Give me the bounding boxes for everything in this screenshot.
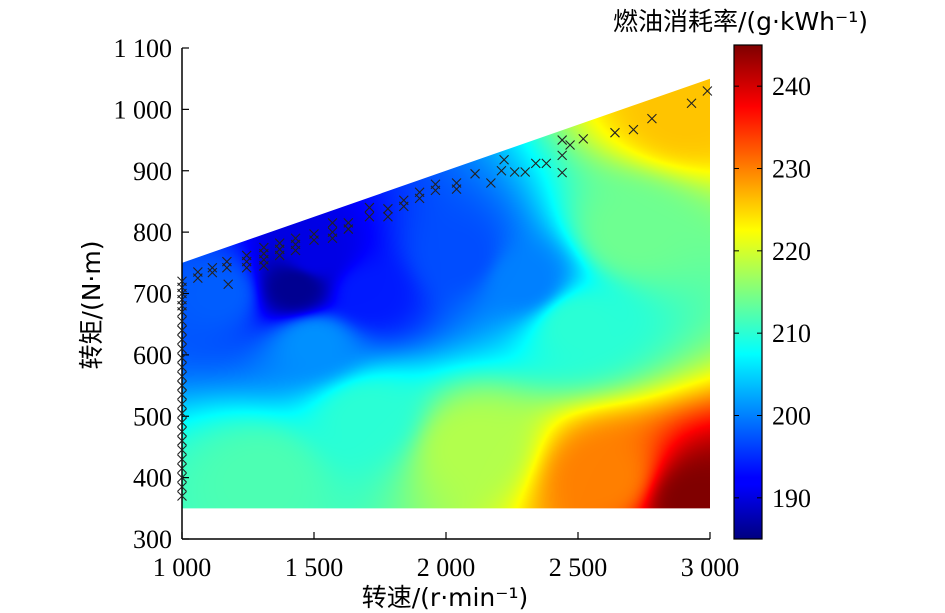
y-tick-label: 900 (133, 157, 172, 186)
operating-point-marker (557, 135, 568, 145)
x-tick-label: 2 500 (549, 553, 608, 582)
operating-point-marker (177, 380, 187, 391)
operating-point-marker (509, 167, 520, 177)
colorbar-ticks: 190 200 210 220 230 240 (734, 72, 811, 513)
operating-point-marker (557, 167, 568, 178)
operating-point-marker (578, 133, 589, 144)
operating-point-marker (414, 193, 425, 204)
operating-point-marker (177, 417, 187, 428)
operating-point-marker (177, 334, 187, 345)
operating-point-marker (430, 185, 441, 196)
operating-point-marker (177, 481, 187, 492)
operating-point-marker (470, 168, 480, 179)
heatmap-area (182, 78, 710, 509)
operating-point-marker (541, 158, 552, 169)
operating-point-marker (223, 279, 234, 290)
x-tick-label: 2 000 (417, 553, 476, 582)
y-axis-ticks: 300 400 500 600 700 800 900 1 000 1 100 (114, 34, 189, 554)
operating-point-marker (241, 262, 252, 273)
operating-point-marker (192, 273, 203, 284)
operating-point-marker (520, 167, 531, 177)
y-tick-label: 300 (133, 525, 172, 554)
operating-point-marker (309, 235, 319, 245)
operating-point-marker (177, 435, 187, 446)
operating-point-markers (177, 86, 713, 501)
colorbar (733, 44, 763, 540)
operating-point-marker (383, 203, 393, 214)
x-axis-ticks: 1 000 1 500 2 000 2 500 3 000 (153, 532, 740, 582)
x-tick-label: 1 500 (285, 553, 344, 582)
y-tick-label: 800 (133, 218, 172, 247)
operating-point-marker (290, 245, 301, 256)
colorbar-tick-label: 200 (772, 402, 811, 431)
y-tick-label: 1 000 (114, 95, 173, 124)
operating-point-marker (364, 211, 375, 222)
operating-point-marker (177, 316, 187, 327)
operating-point-marker (177, 307, 187, 317)
x-tick-label: 1 000 (153, 553, 212, 582)
operating-point-marker (177, 408, 187, 419)
operating-point-marker (207, 262, 218, 273)
bsfc-heatmap-image (182, 78, 710, 509)
operating-point-marker (177, 389, 187, 400)
operating-point-marker (702, 86, 713, 96)
operating-point-marker (383, 211, 393, 222)
colorbar-tick-label: 230 (772, 155, 811, 184)
operating-point-marker (207, 267, 218, 278)
operating-point-marker (557, 150, 568, 161)
operating-point-marker (398, 201, 409, 212)
operating-point-marker (499, 154, 509, 165)
operating-point-marker (177, 463, 187, 474)
operating-point-marker (177, 343, 187, 354)
operating-point-marker (177, 445, 187, 455)
operating-point-marker (274, 250, 285, 261)
operating-point-marker (327, 218, 338, 228)
operating-point-marker (686, 98, 697, 109)
operating-point-marker (258, 260, 269, 271)
operating-point-marker (177, 362, 187, 373)
colorbar-tick-label: 190 (772, 484, 811, 513)
colorbar-tick-label: 220 (772, 237, 811, 266)
y-axis-label: 转矩/(N·m) (77, 241, 106, 370)
operating-point-marker (177, 399, 187, 409)
y-tick-label: 400 (133, 464, 172, 493)
operating-point-marker (177, 325, 187, 336)
operating-point-marker (177, 371, 187, 382)
operating-point-marker (530, 158, 541, 169)
operating-point-marker (628, 124, 639, 135)
y-tick-label: 600 (133, 341, 172, 370)
colorbar-label: 燃油消耗率/(g·kWh⁻¹) (613, 7, 868, 36)
operating-point-marker (565, 140, 575, 150)
operating-point-marker (327, 233, 338, 244)
operating-point-marker (221, 262, 232, 273)
operating-point-marker (647, 113, 657, 124)
y-tick-label: 500 (133, 402, 172, 431)
operating-point-marker (177, 454, 187, 465)
operating-point-marker (610, 127, 620, 138)
x-tick-label: 3 000 (681, 553, 740, 582)
operating-point-marker (177, 353, 187, 363)
y-tick-label: 700 (133, 280, 172, 309)
y-tick-label: 1 100 (114, 34, 173, 63)
operating-point-marker (177, 472, 187, 483)
x-axis-label: 转速/(r·min⁻¹) (362, 583, 529, 612)
operating-point-marker (496, 165, 507, 176)
operating-point-marker (485, 178, 496, 188)
operating-point-marker (343, 224, 354, 234)
operating-point-marker (451, 184, 462, 195)
operating-point-marker (177, 491, 187, 501)
colorbar-tick-label: 240 (772, 72, 811, 101)
operating-point-marker (177, 426, 187, 437)
operating-point-marker (364, 202, 375, 213)
colorbar-tick-label: 210 (772, 319, 811, 348)
